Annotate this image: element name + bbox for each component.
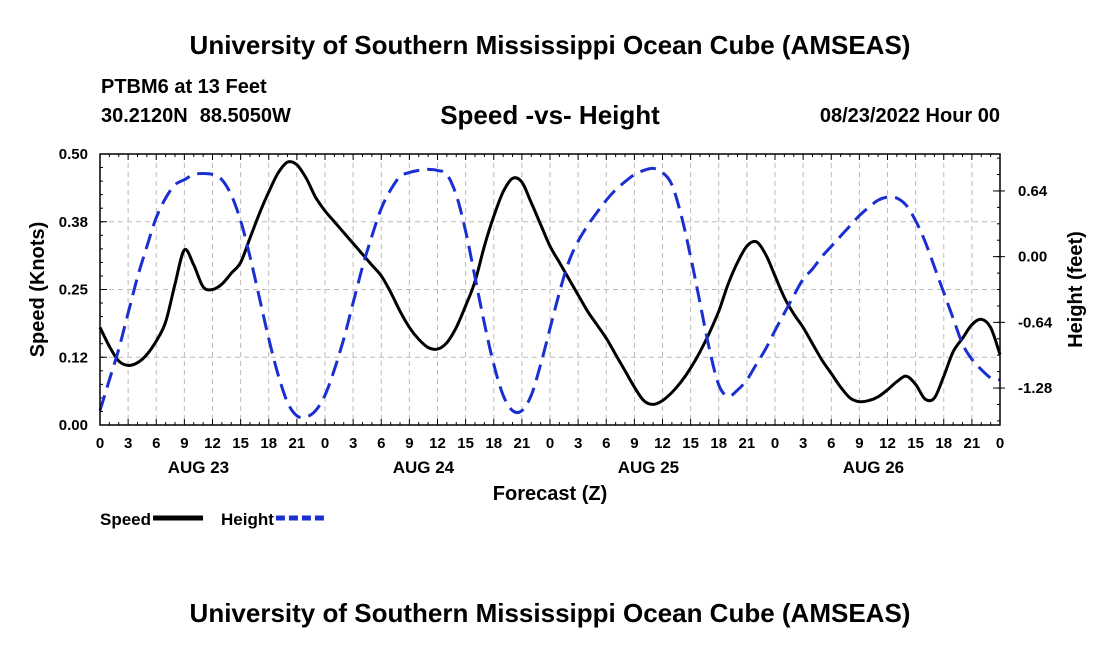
x-tick-label: 15 xyxy=(682,435,699,452)
latitude: 30.2120N xyxy=(101,105,188,127)
x-axis-title: Forecast (Z) xyxy=(493,483,607,505)
chart-title: University of Southern Mississippi Ocean… xyxy=(189,30,911,60)
x-tick-label: 15 xyxy=(457,435,474,452)
x-tick-label: 12 xyxy=(879,435,896,452)
x-tick-label: 12 xyxy=(429,435,446,452)
x-tick-label: 0 xyxy=(771,435,779,452)
x-tick-label: 21 xyxy=(289,435,306,452)
x-day-label: AUG 26 xyxy=(843,458,904,477)
x-tick-label: 21 xyxy=(964,435,981,452)
x-tick-label: 0 xyxy=(96,435,104,452)
chart-subtitle: Speed -vs- Height xyxy=(440,100,660,130)
y-right-axis-title: Height (feet) xyxy=(1065,231,1087,348)
x-tick-label: 9 xyxy=(405,435,413,452)
y-left-axis-title: Speed (Knots) xyxy=(27,222,49,358)
plot-frame xyxy=(99,153,1001,426)
y-right-tick-label: -1.28 xyxy=(1018,380,1052,397)
x-tick-label: 0 xyxy=(321,435,329,452)
x-day-label: AUG 25 xyxy=(618,458,679,477)
series-line-height xyxy=(98,166,1001,419)
y-right-tick-label: 0.64 xyxy=(1018,183,1048,200)
x-tick-label: 18 xyxy=(485,435,502,452)
x-tick-label: 9 xyxy=(855,435,863,452)
legend-label-speed: Speed xyxy=(100,510,151,529)
station-coordinates: 30.2120N 88.5050W xyxy=(101,105,303,128)
series-line-speed xyxy=(98,160,1002,406)
longitude: 88.5050W xyxy=(199,105,291,127)
x-day-label: AUG 23 xyxy=(168,458,229,477)
y-left-tick-label: 0.25 xyxy=(59,282,88,299)
x-tick-label: 3 xyxy=(574,435,582,452)
x-tick-label: 21 xyxy=(739,435,756,452)
y-left-tick-label: 0.12 xyxy=(59,349,88,366)
x-tick-label: 3 xyxy=(124,435,132,452)
x-tick-label: 6 xyxy=(152,435,160,452)
x-tick-label: 9 xyxy=(630,435,638,452)
x-tick-label: 12 xyxy=(204,435,221,452)
x-tick-label: 3 xyxy=(349,435,357,452)
footer-title: University of Southern Mississippi Ocean… xyxy=(189,598,911,628)
x-tick-label: 9 xyxy=(180,435,188,452)
y-right-tick-label: -0.64 xyxy=(1018,314,1053,331)
x-day-label: AUG 24 xyxy=(393,458,455,477)
x-tick-label: 12 xyxy=(654,435,671,452)
x-tick-label: 18 xyxy=(260,435,277,452)
x-tick-label: 18 xyxy=(935,435,952,452)
x-tick-label: 21 xyxy=(514,435,531,452)
y-left-tick-label: 0.38 xyxy=(59,214,88,231)
x-tick-label: 0 xyxy=(996,435,1004,452)
x-tick-label: 15 xyxy=(907,435,924,452)
x-tick-label: 6 xyxy=(602,435,610,452)
x-tick-label: 6 xyxy=(377,435,385,452)
x-tick-label: 3 xyxy=(799,435,807,452)
legend-label-height: Height xyxy=(221,510,274,529)
x-tick-label: 18 xyxy=(710,435,727,452)
x-tick-label: 6 xyxy=(827,435,835,452)
y-left-tick-label: 0.00 xyxy=(59,417,88,434)
forecast-timestamp: 08/23/2022 Hour 00 xyxy=(819,105,1000,127)
x-tick-label: 0 xyxy=(546,435,554,452)
x-tick-label: 15 xyxy=(232,435,249,452)
y-right-tick-label: 0.00 xyxy=(1018,249,1047,266)
station-label: PTBM6 at 13 Feet xyxy=(101,76,267,98)
y-left-tick-label: 0.50 xyxy=(59,146,88,163)
